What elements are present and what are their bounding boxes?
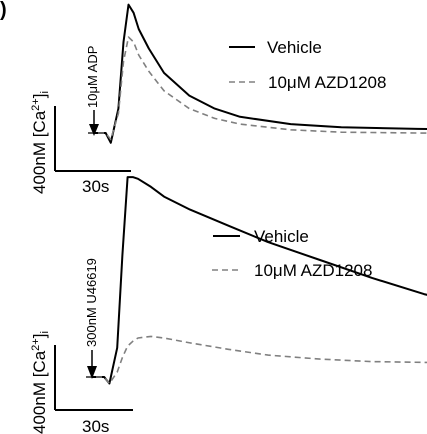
azd1208-trace-series-1 <box>86 335 427 385</box>
y-scale-prefix: 400nM [Ca <box>30 350 49 434</box>
vehicle-trace-series-0 <box>86 176 427 385</box>
plot-area <box>86 176 427 385</box>
azd1208-trace-series-1 <box>88 36 427 141</box>
scale-bar: 400nM [Ca2+]i 30s <box>30 331 133 434</box>
plot-area <box>88 3 427 144</box>
legend-label: 10μM AZD1208 <box>254 261 372 280</box>
stimulus-arrow <box>87 350 97 379</box>
stimulus-label: 300nM U46619 <box>84 258 99 347</box>
y-scale-bracket: ] <box>30 334 49 339</box>
calcium-trace-adp-panel: 10μM ADP Vehicle 10μM AZD1208 400nM [Ca2… <box>30 3 427 196</box>
y-scale-superscript: 2+ <box>30 98 42 111</box>
y-scale-superscript: 2+ <box>30 338 42 351</box>
y-scale-subscript: i <box>39 331 51 333</box>
calcium-trace-u46619-panel: 300nM U46619 Vehicle 10μM AZD1208 400nM … <box>30 176 427 434</box>
legend-item-azd1208: 10μM AZD1208 <box>229 73 386 92</box>
legend: Vehicle 10μM AZD1208 <box>212 227 372 280</box>
x-scale-label: 30s <box>82 417 109 434</box>
scale-bar: 400nM [Ca2+]i 30s <box>30 91 131 196</box>
legend-label: Vehicle <box>267 38 322 57</box>
legend-item-azd1208: 10μM AZD1208 <box>212 261 372 280</box>
y-scale-prefix: 400nM [Ca <box>30 110 49 194</box>
x-scale-label: 30s <box>82 177 109 196</box>
panel-label: ) <box>0 0 7 21</box>
stimulus-arrow <box>89 110 99 136</box>
legend-item-vehicle: Vehicle <box>229 38 322 57</box>
stimulus-label: 10μM ADP <box>85 46 100 108</box>
legend: Vehicle 10μM AZD1208 <box>229 38 386 92</box>
y-scale-subscript: i <box>39 91 51 93</box>
legend-label: 10μM AZD1208 <box>268 73 386 92</box>
y-scale-bracket: ] <box>30 94 49 99</box>
y-scale-label: 400nM [Ca2+]i <box>30 91 51 194</box>
legend-label: Vehicle <box>254 227 309 246</box>
legend-item-vehicle: Vehicle <box>213 227 309 246</box>
y-scale-label: 400nM [Ca2+]i <box>30 331 51 434</box>
